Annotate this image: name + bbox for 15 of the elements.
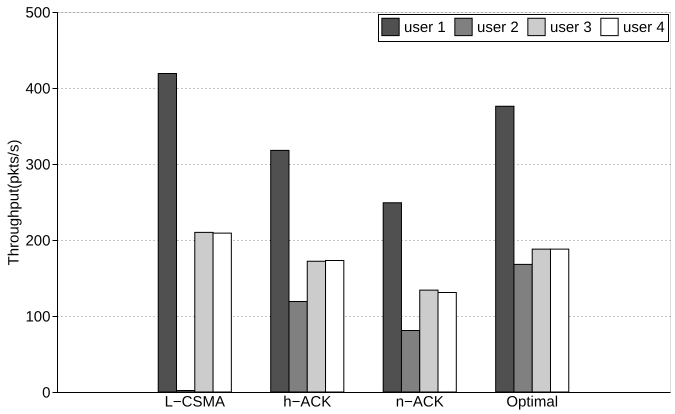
y-tick-label: 500 bbox=[25, 4, 50, 22]
x-tick-label: L−CSMA bbox=[164, 394, 226, 410]
x-tick-label: h−ACK bbox=[283, 394, 332, 410]
x-tick-label: Optimal bbox=[506, 394, 558, 410]
y-tick-label: 100 bbox=[25, 308, 50, 326]
legend-label: user 2 bbox=[477, 18, 519, 36]
legend-label: user 1 bbox=[404, 18, 446, 36]
y-tick-label: 300 bbox=[25, 156, 50, 174]
x-tick-label: n−ACK bbox=[396, 394, 444, 410]
y-axis-title: Throughput(pkts/s) bbox=[5, 140, 22, 266]
legend-label: user 4 bbox=[623, 18, 665, 36]
y-tick-label: 400 bbox=[25, 80, 50, 98]
y-tick-label: 0 bbox=[42, 384, 50, 402]
legend-label: user 3 bbox=[550, 18, 592, 36]
y-tick-label: 200 bbox=[25, 232, 50, 250]
